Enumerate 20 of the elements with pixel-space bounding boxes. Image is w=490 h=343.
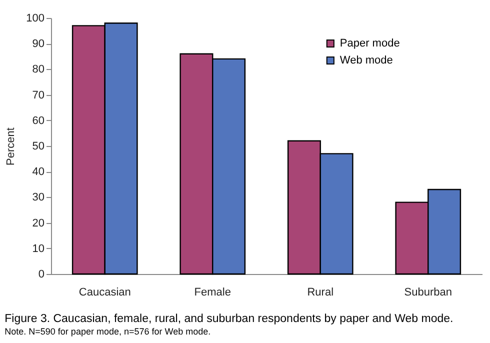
y-tick-label: 0 — [38, 268, 44, 280]
legend-label: Web mode — [340, 54, 393, 66]
legend-label: Paper mode — [340, 38, 400, 50]
y-tick-label: 40 — [32, 166, 44, 178]
y-tick-label: 50 — [32, 140, 44, 152]
text: Figure 3. Caucasian, female, rural, and suburban respondents by paper and Web mode. — [4, 313, 454, 325]
y-tick-label: 20 — [32, 217, 44, 230]
y-axis-title: Percent — [5, 128, 18, 166]
text: Note. N=590 for paper mode, n=576 for Web mode. — [4, 326, 211, 336]
x-tick-label: Rural — [307, 286, 334, 298]
x-tick-label: Caucasian — [78, 286, 131, 298]
y-tick-label: 100 — [26, 12, 44, 24]
x-tick-label: Suburban — [404, 286, 452, 298]
y-tick-label: 90 — [32, 38, 44, 50]
y-tick-label: 70 — [32, 89, 44, 102]
x-tick-label: Female — [194, 286, 231, 298]
y-tick-label: 30 — [32, 192, 44, 204]
y-tick-label: 10 — [32, 242, 44, 255]
y-tick-label: 60 — [32, 114, 44, 127]
y-tick-label: 80 — [32, 64, 44, 76]
